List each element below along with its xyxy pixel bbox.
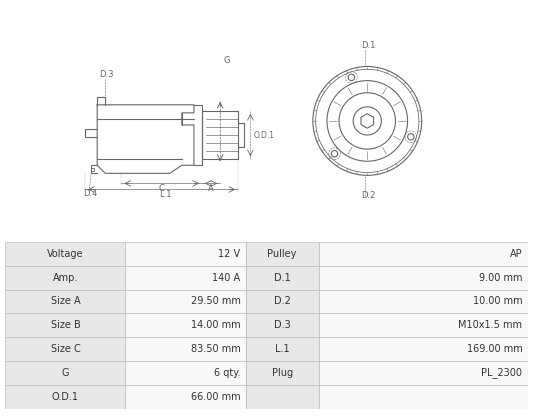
Text: D.4: D.4: [83, 188, 98, 198]
Text: Plug: Plug: [272, 368, 293, 378]
Text: Size A: Size A: [51, 296, 80, 306]
Text: G: G: [62, 368, 69, 378]
Text: O.D.1: O.D.1: [52, 392, 79, 402]
Text: 140 A: 140 A: [212, 273, 240, 283]
FancyBboxPatch shape: [319, 361, 528, 385]
FancyBboxPatch shape: [246, 385, 319, 409]
Text: G: G: [223, 56, 230, 65]
Text: 6 qty.: 6 qty.: [214, 368, 240, 378]
Text: 9.00 mm: 9.00 mm: [479, 273, 522, 283]
Text: 66.00 mm: 66.00 mm: [191, 392, 240, 402]
Text: Size C: Size C: [51, 344, 80, 354]
FancyBboxPatch shape: [246, 289, 319, 313]
Text: A: A: [208, 183, 214, 193]
Bar: [202, 111, 238, 159]
Bar: [91, 168, 94, 171]
Text: 14.00 mm: 14.00 mm: [191, 320, 240, 330]
Text: 83.50 mm: 83.50 mm: [191, 344, 240, 354]
FancyBboxPatch shape: [246, 313, 319, 337]
Text: 10.00 mm: 10.00 mm: [473, 296, 522, 306]
Text: 29.50 mm: 29.50 mm: [190, 296, 240, 306]
Text: Pulley: Pulley: [268, 249, 297, 259]
FancyBboxPatch shape: [319, 289, 528, 313]
FancyBboxPatch shape: [5, 361, 125, 385]
FancyBboxPatch shape: [125, 289, 246, 313]
FancyBboxPatch shape: [246, 266, 319, 289]
FancyBboxPatch shape: [125, 361, 246, 385]
Text: Amp.: Amp.: [53, 273, 78, 283]
FancyBboxPatch shape: [5, 385, 125, 409]
Text: D.2: D.2: [361, 191, 376, 199]
FancyBboxPatch shape: [246, 337, 319, 361]
FancyBboxPatch shape: [5, 242, 125, 266]
Text: O.D.1: O.D.1: [253, 131, 274, 140]
Text: 12 V: 12 V: [218, 249, 240, 259]
Text: 169.00 mm: 169.00 mm: [467, 344, 522, 354]
Text: PL_2300: PL_2300: [481, 367, 522, 378]
Text: D.1: D.1: [274, 273, 290, 283]
FancyBboxPatch shape: [125, 242, 246, 266]
Text: L.1: L.1: [159, 190, 172, 199]
FancyBboxPatch shape: [5, 337, 125, 361]
Text: D.2: D.2: [274, 296, 290, 306]
Text: Size B: Size B: [51, 320, 80, 330]
FancyBboxPatch shape: [319, 313, 528, 337]
FancyBboxPatch shape: [246, 361, 319, 385]
FancyBboxPatch shape: [319, 385, 528, 409]
FancyBboxPatch shape: [5, 266, 125, 289]
FancyBboxPatch shape: [5, 289, 125, 313]
Text: C: C: [159, 183, 165, 193]
Text: M10x1.5 mm: M10x1.5 mm: [458, 320, 522, 330]
Text: AP: AP: [510, 249, 522, 259]
Text: L.1: L.1: [275, 344, 289, 354]
Text: D.3: D.3: [274, 320, 290, 330]
FancyBboxPatch shape: [125, 385, 246, 409]
Text: D.3: D.3: [99, 70, 114, 78]
FancyBboxPatch shape: [5, 313, 125, 337]
FancyBboxPatch shape: [125, 337, 246, 361]
FancyBboxPatch shape: [125, 266, 246, 289]
FancyBboxPatch shape: [319, 242, 528, 266]
Text: D.1: D.1: [361, 41, 376, 50]
FancyBboxPatch shape: [319, 337, 528, 361]
FancyBboxPatch shape: [125, 313, 246, 337]
Text: Voltage: Voltage: [47, 249, 84, 259]
FancyBboxPatch shape: [319, 266, 528, 289]
FancyBboxPatch shape: [246, 242, 319, 266]
